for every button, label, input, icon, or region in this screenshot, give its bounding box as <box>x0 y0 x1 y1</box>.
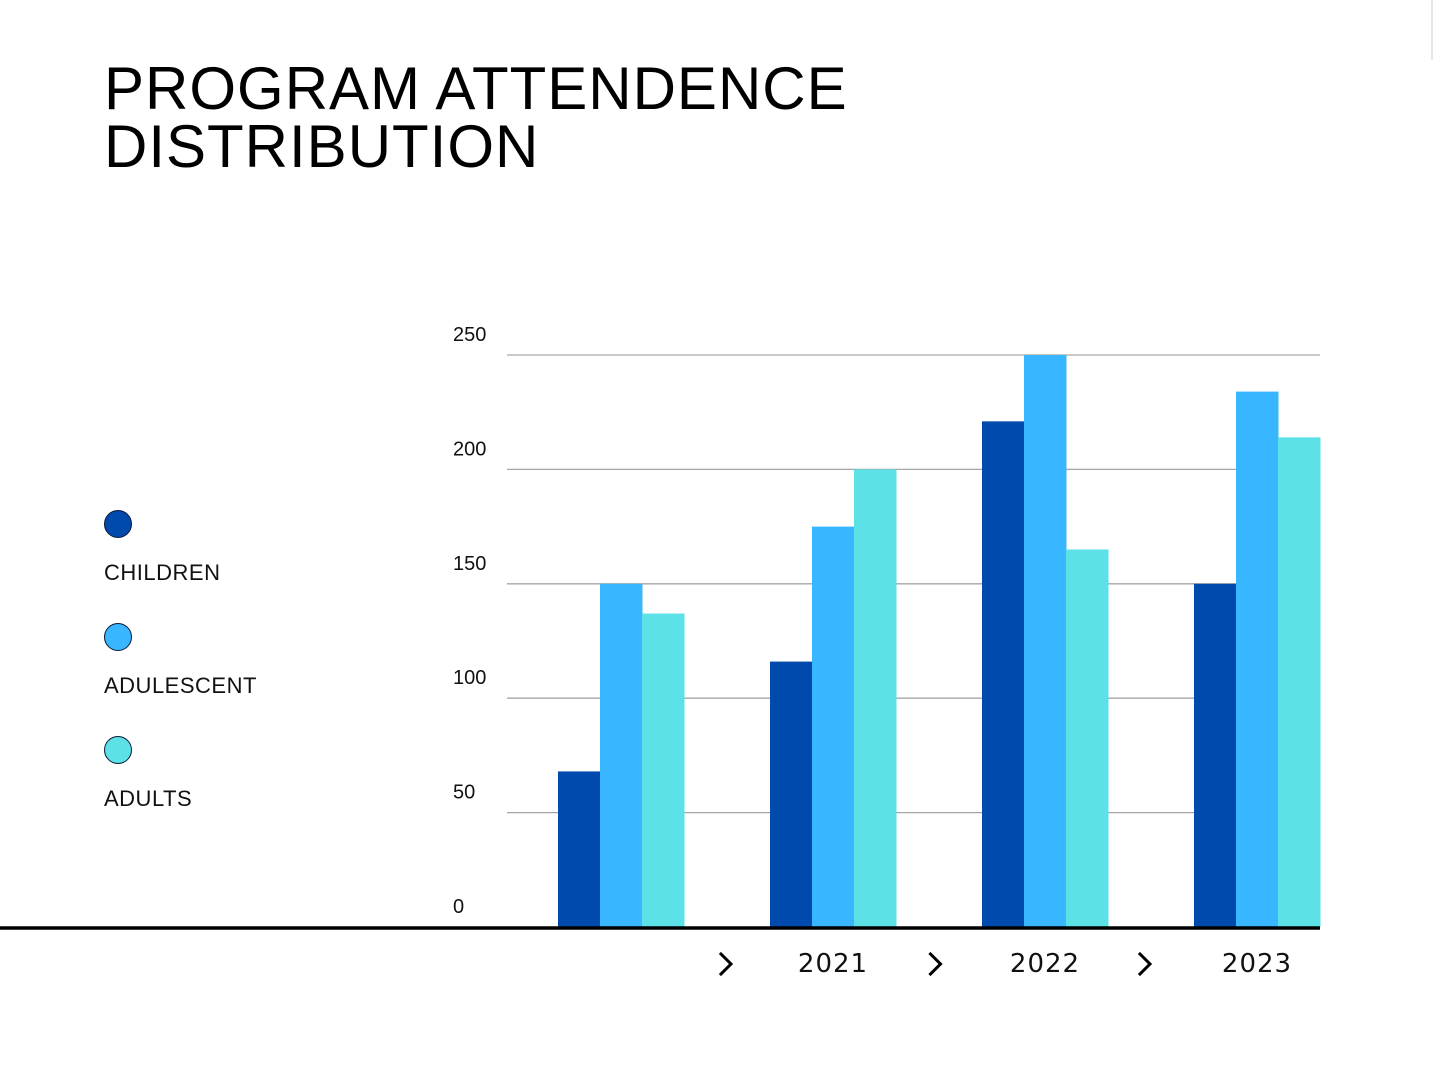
bar-adults-2023 <box>1278 437 1321 927</box>
x-axis-labels: 2021 2022 2023 <box>718 949 1292 979</box>
bar-adulescent-group-1 <box>600 583 643 927</box>
y-tick-label-250: 250 <box>453 324 486 346</box>
bar-adults-2022 <box>1066 549 1109 927</box>
chevron-right-icon <box>928 951 943 977</box>
x-tick-label-2023: 2023 <box>1222 949 1292 979</box>
chevron-right-icon <box>718 951 734 977</box>
bar-children-2023 <box>1194 583 1237 927</box>
bar-adults-2021 <box>854 469 897 927</box>
y-tick-label-50: 50 <box>453 782 475 804</box>
legend-label-adults: ADULTS <box>104 786 193 811</box>
bar-adulescent-2023 <box>1236 391 1279 927</box>
chevron-right-icon <box>1137 951 1153 977</box>
bar-children-2021 <box>770 661 813 927</box>
y-tick-label-100: 100 <box>453 667 486 689</box>
chart-title: PROGRAM ATTENDENCE DISTRIBUTION <box>104 55 848 180</box>
x-tick-label-2022: 2022 <box>1010 949 1080 979</box>
y-axis-tick-labels: 0 50 100 150 200 250 <box>453 324 486 918</box>
chart-title-line-1: PROGRAM ATTENDENCE <box>104 55 848 122</box>
bars <box>558 355 1321 927</box>
y-tick-label-200: 200 <box>453 438 486 460</box>
bar-children-group-1 <box>558 771 601 927</box>
bar-children-2022 <box>982 421 1025 927</box>
legend-label-children: CHILDREN <box>104 560 221 585</box>
bar-adulescent-2021 <box>812 526 855 927</box>
y-tick-label-0: 0 <box>453 896 464 918</box>
legend-swatch-adults <box>104 736 132 764</box>
legend-swatch-adolescent <box>104 623 132 651</box>
legend-label-adolescent: ADULESCENT <box>104 673 257 698</box>
chart-title-line-2: DISTRIBUTION <box>104 113 540 180</box>
bar-adulescent-2022 <box>1024 355 1067 927</box>
page-edge-divider <box>1431 0 1433 60</box>
y-tick-label-150: 150 <box>453 553 486 575</box>
bar-adults-group-1 <box>642 613 685 927</box>
legend-swatch-children <box>104 510 132 538</box>
x-tick-label-2021: 2021 <box>798 949 868 979</box>
